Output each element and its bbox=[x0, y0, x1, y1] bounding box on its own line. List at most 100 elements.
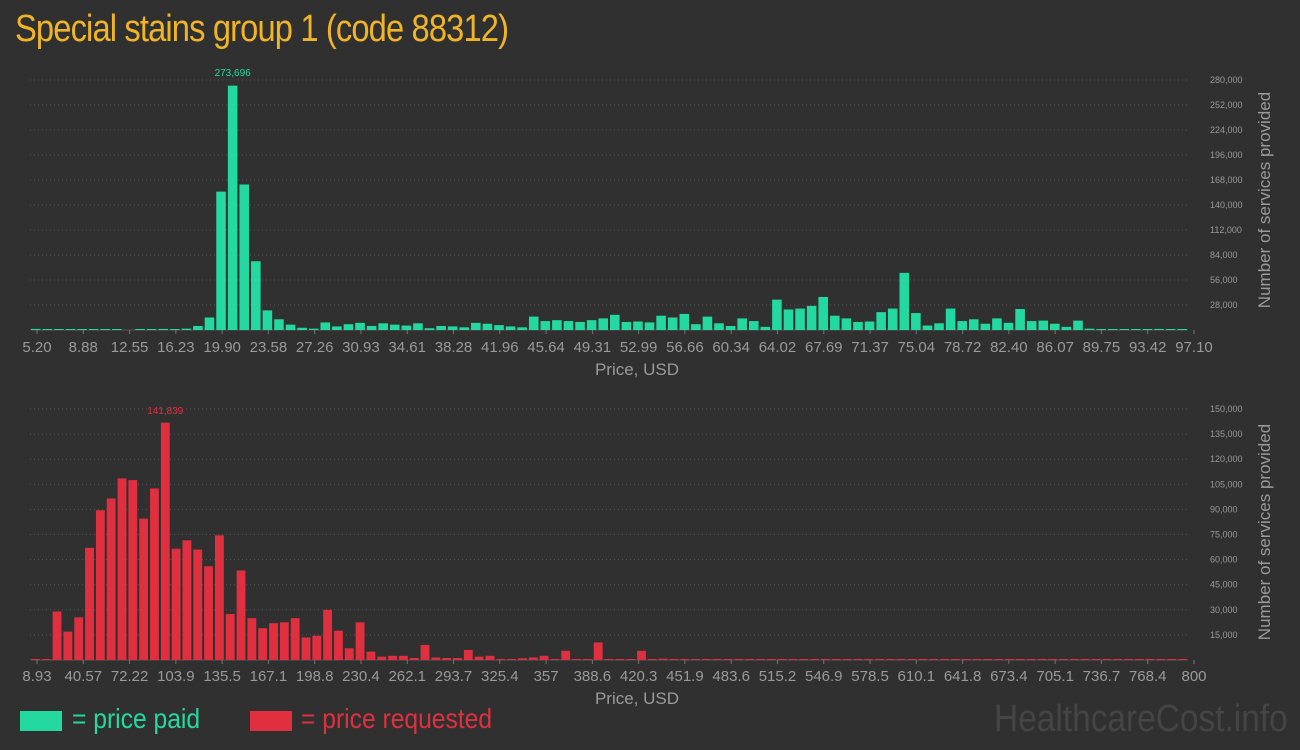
y-tick-label: 75,000 bbox=[1210, 530, 1238, 540]
x-tick-label: 641.8 bbox=[944, 668, 982, 685]
bar bbox=[756, 658, 765, 660]
bar bbox=[442, 657, 452, 660]
bar bbox=[1134, 659, 1144, 660]
bar bbox=[494, 325, 504, 330]
bar bbox=[1069, 659, 1079, 660]
bar bbox=[714, 323, 724, 330]
bar bbox=[459, 327, 470, 330]
bar bbox=[517, 327, 527, 330]
bar bbox=[1048, 659, 1058, 660]
x-tick-label: 82.40 bbox=[990, 339, 1028, 356]
bar bbox=[463, 649, 473, 660]
bar bbox=[911, 313, 921, 330]
bar bbox=[171, 548, 181, 660]
bar bbox=[968, 319, 979, 330]
y-axis-label: Number of services provided bbox=[1255, 92, 1274, 308]
bar bbox=[204, 566, 213, 660]
legend-swatch-paid bbox=[20, 711, 62, 731]
bar bbox=[106, 498, 116, 660]
bar bbox=[85, 547, 94, 660]
bar bbox=[621, 321, 632, 330]
x-tick-label: 41.96 bbox=[481, 339, 519, 356]
bar bbox=[279, 622, 289, 660]
bar bbox=[424, 328, 435, 330]
bar bbox=[1096, 329, 1106, 330]
bar bbox=[1167, 659, 1177, 660]
bar bbox=[355, 622, 365, 660]
x-tick-label: 103.9 bbox=[157, 668, 195, 685]
bar bbox=[637, 650, 646, 660]
bar bbox=[474, 656, 484, 660]
bar bbox=[777, 659, 787, 660]
bar bbox=[181, 328, 192, 330]
bar bbox=[864, 659, 874, 660]
bar bbox=[1073, 320, 1083, 330]
x-tick-label: 30.93 bbox=[342, 339, 380, 356]
bar bbox=[1003, 322, 1014, 330]
x-tick-label: 451.9 bbox=[666, 668, 704, 685]
bar bbox=[388, 655, 397, 660]
x-tick-label: 357 bbox=[534, 668, 559, 685]
bar bbox=[1145, 659, 1155, 660]
x-tick-label: 546.9 bbox=[805, 668, 843, 685]
bar bbox=[1124, 659, 1133, 660]
bar bbox=[806, 305, 817, 330]
bar bbox=[922, 325, 933, 330]
bar bbox=[1080, 659, 1090, 660]
price-paid-chart: 28,000 56,000 84,000 112,000 140,000 168,000 1… bbox=[22, 68, 1274, 379]
x-tick-label: 97.10 bbox=[1175, 339, 1213, 356]
bar bbox=[332, 326, 342, 330]
bar bbox=[994, 659, 1004, 660]
bar bbox=[389, 324, 400, 330]
x-tick-label: 198.8 bbox=[296, 668, 334, 685]
y-tick-label: 196,000 bbox=[1210, 150, 1243, 160]
bar bbox=[582, 658, 592, 660]
bar bbox=[320, 322, 331, 330]
bar bbox=[929, 659, 939, 660]
bar bbox=[308, 328, 319, 330]
bar bbox=[507, 659, 517, 660]
x-tick-label: 71.37 bbox=[851, 339, 889, 356]
bar bbox=[667, 317, 678, 330]
bar bbox=[853, 321, 863, 330]
bar bbox=[482, 323, 493, 330]
watermark-logo: HealthcareCost.info bbox=[994, 698, 1288, 740]
x-tick-label: 736.7 bbox=[1083, 668, 1121, 685]
bar bbox=[593, 642, 603, 660]
bar bbox=[193, 549, 203, 660]
bar bbox=[550, 659, 560, 660]
bar bbox=[269, 623, 278, 660]
x-tick-label: 135.5 bbox=[203, 668, 241, 685]
bar bbox=[1084, 328, 1095, 330]
x-tick-label: 167.1 bbox=[250, 668, 288, 685]
bar bbox=[251, 261, 261, 330]
bar bbox=[420, 644, 430, 660]
bar bbox=[139, 518, 149, 660]
bar bbox=[436, 325, 446, 330]
x-tick-label: 19.90 bbox=[203, 339, 241, 356]
bar bbox=[992, 318, 1002, 330]
bar bbox=[669, 659, 679, 660]
bar bbox=[1005, 659, 1014, 660]
y-tick-label: 105,000 bbox=[1210, 479, 1243, 489]
x-tick-label: 388.6 bbox=[574, 668, 612, 685]
bar bbox=[77, 329, 87, 330]
bar bbox=[610, 314, 620, 330]
bar bbox=[1156, 659, 1166, 660]
bar bbox=[934, 323, 944, 330]
bar bbox=[701, 659, 711, 660]
bar bbox=[702, 316, 713, 330]
bar bbox=[1015, 659, 1025, 660]
bar bbox=[398, 655, 408, 660]
x-tick-label: 8.88 bbox=[69, 339, 98, 356]
x-tick-label: 52.99 bbox=[620, 339, 658, 356]
bar bbox=[1131, 329, 1141, 330]
bar bbox=[575, 321, 585, 330]
bar bbox=[1015, 309, 1025, 330]
bar bbox=[343, 324, 354, 330]
bar bbox=[691, 324, 701, 330]
bar bbox=[658, 658, 668, 660]
bar bbox=[193, 325, 203, 330]
bar bbox=[961, 659, 971, 660]
max-value-label: 141,839 bbox=[147, 406, 184, 417]
